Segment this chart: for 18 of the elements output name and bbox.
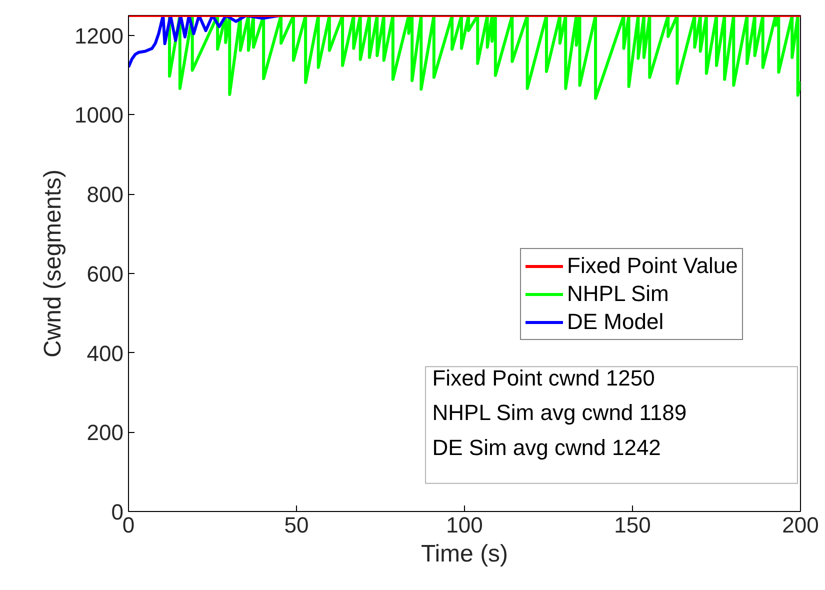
legend-label: Fixed Point Value (567, 253, 738, 279)
y-axis-title: Cwnd (segments) (40, 169, 67, 358)
x-tick-label: 50 (284, 512, 309, 538)
y-tick-label: 600 (86, 261, 124, 286)
legend-label: NHPL Sim (567, 281, 669, 307)
legend-label: DE Model (567, 309, 664, 335)
x-tick-label: 200 (782, 512, 819, 538)
x-tick-label: 150 (614, 512, 651, 538)
y-tick-label: 800 (86, 182, 124, 208)
y-tick-label: 400 (86, 340, 124, 366)
annotation: DE Sim avg cwnd 1242 (432, 435, 661, 460)
y-tick-label: 1200 (74, 23, 124, 48)
annotation: NHPL Sim avg cwnd 1189 (432, 400, 687, 426)
y-tick-label: 1000 (74, 102, 124, 128)
annotation: Fixed Point cwnd 1250 (432, 365, 655, 390)
y-tick-label: 200 (86, 420, 124, 446)
x-tick-label: 100 (446, 512, 483, 538)
x-axis-title: Time (s) (420, 540, 508, 568)
